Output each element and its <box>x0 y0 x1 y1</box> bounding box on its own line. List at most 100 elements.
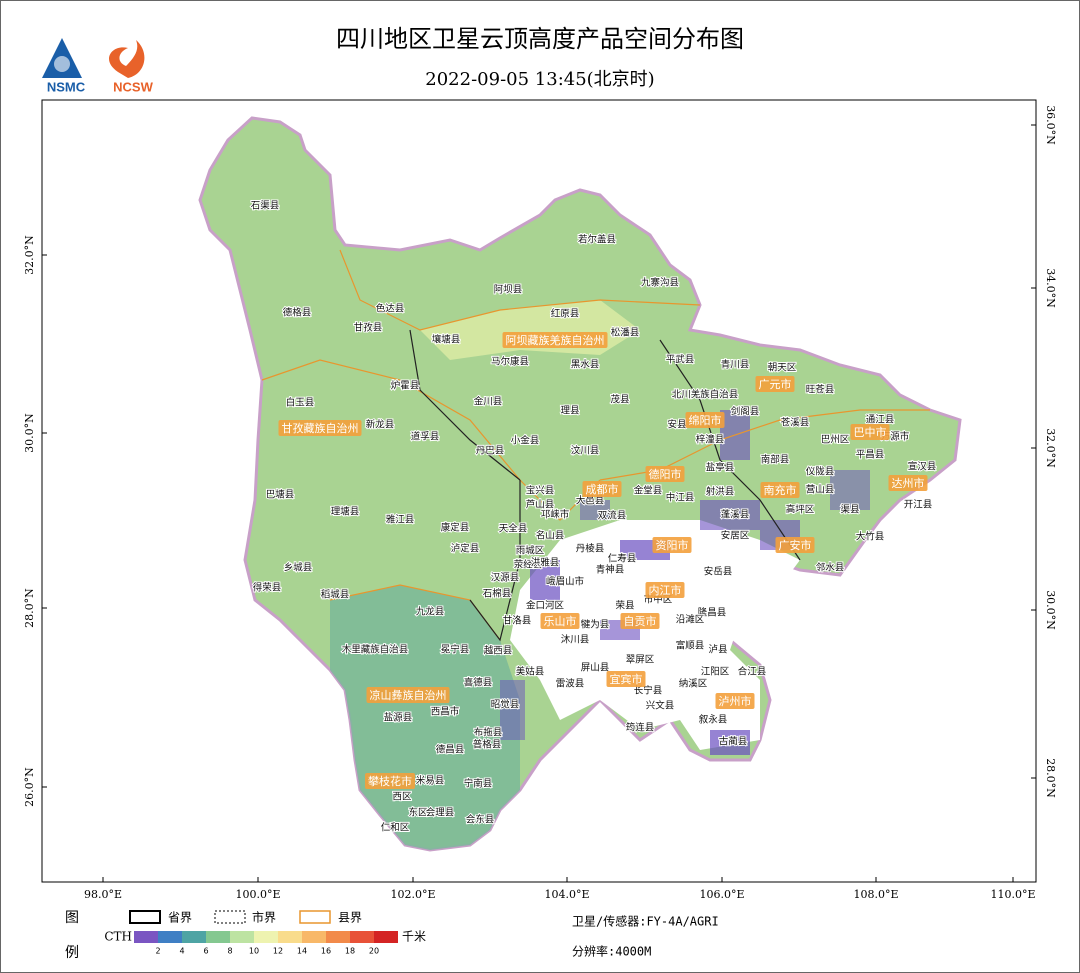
colorbar-tick: 12 <box>273 947 283 956</box>
cloud-patch <box>700 500 760 530</box>
county-label: 石棉县 <box>483 588 512 600</box>
county-label: 普格县 <box>473 739 502 751</box>
county-label: 渠县 <box>840 504 859 516</box>
county-label: 仪陇县 <box>806 466 835 478</box>
county-label: 道孚县 <box>411 431 440 443</box>
county-label: 稻城县 <box>321 590 350 601</box>
basin-clear <box>510 520 800 750</box>
county-label: 邻水县 <box>816 562 845 574</box>
county-label: 若尔盖县 <box>578 234 616 246</box>
county-label: 盐亭县 <box>706 462 735 474</box>
city-label-box <box>775 537 815 553</box>
county-label: 洪雅县 <box>531 557 560 569</box>
city-label: 达州市 <box>892 476 925 490</box>
colorbar-label: CTH <box>104 930 132 944</box>
legend: 图 例 省界 市界 县界 CTH 2 4 6 8 10 12 14 16 18 20 千米 <box>65 910 426 962</box>
city-label-box <box>652 537 692 553</box>
county-label: 得荣县 <box>253 582 282 594</box>
lon-label: 98.0°E <box>84 888 122 901</box>
city-label-box <box>645 582 685 598</box>
county-label: 马尔康县 <box>491 356 529 368</box>
county-label: 宣汉县 <box>908 461 937 473</box>
city-label-box <box>502 332 608 348</box>
county-label: 中江县 <box>666 492 695 504</box>
county-label: 沿滩区 <box>676 614 705 626</box>
colorbar-tick: 14 <box>297 947 307 956</box>
lat-label-right: 36.0°N <box>1044 105 1057 145</box>
county-label: 会理县 <box>426 807 455 819</box>
colorbar-segment <box>350 931 374 943</box>
lat-label-left: 32.0°N <box>23 235 36 275</box>
county-label: 小金县 <box>511 435 540 447</box>
prefecture-border <box>659 339 801 561</box>
county-label: 西区 <box>392 792 412 803</box>
county-label: 泸县 <box>708 645 727 656</box>
city-label-box <box>278 420 362 436</box>
legend-city-swatch <box>214 910 246 924</box>
lon-label: 108.0°E <box>853 888 898 901</box>
city-label: 广元市 <box>759 377 792 391</box>
county-label: 北川羌族自治县 <box>672 389 739 401</box>
cloud-patch <box>830 470 870 510</box>
city-label-box <box>888 475 928 491</box>
county-label: 旺苍县 <box>806 384 835 396</box>
county-label: 梓潼县 <box>696 434 725 446</box>
resolution-info: 分辨率:4000M <box>572 944 651 959</box>
county-label: 蓬溪县 <box>721 509 750 521</box>
county-label: 宝兴县 <box>526 485 555 497</box>
county-label: 德昌县 <box>436 744 465 756</box>
county-label: 仁寿县 <box>608 553 637 565</box>
lat-label-left: 30.0°N <box>23 413 36 453</box>
county-label: 富顺县 <box>676 640 705 652</box>
city-label: 广安市 <box>779 538 812 552</box>
county-label: 青川县 <box>721 359 750 371</box>
legend-title-bottom: 例 <box>65 945 79 961</box>
colorbar-segment <box>134 931 158 943</box>
map <box>198 116 962 852</box>
county-label: 名山县 <box>536 530 565 542</box>
lat-label-right: 28.0°N <box>1044 758 1057 798</box>
colorbar-tick: 20 <box>369 947 379 956</box>
legend-county-swatch <box>299 910 331 924</box>
county-label: 雅江县 <box>386 514 415 526</box>
lat-label-right: 32.0°N <box>1044 428 1057 468</box>
county-label: 荣县 <box>615 600 634 612</box>
county-label: 天全县 <box>499 523 528 535</box>
county-label: 木里藏族自治县 <box>342 644 409 656</box>
county-label: 盐源县 <box>384 712 413 724</box>
city-label: 乐山市 <box>544 614 577 628</box>
colorbar-tick: 2 <box>155 947 160 956</box>
satellite-info: 卫星/传感器:FY-4A/AGRI <box>572 914 719 929</box>
colorbar-segment <box>254 931 278 943</box>
colorbar-tick: 6 <box>203 947 208 956</box>
county-label: 理县 <box>560 406 579 417</box>
county-label: 西昌市 <box>431 706 460 718</box>
city-label: 自贡市 <box>624 614 657 628</box>
county-label: 炉霍县 <box>391 380 420 392</box>
logo-ncsw: NCSW <box>113 79 153 94</box>
city-label-box <box>540 613 580 629</box>
city-label: 南充市 <box>764 483 797 497</box>
city-label-box <box>365 773 415 789</box>
logo-nsmc: NSMC <box>47 79 86 94</box>
county-label: 剑阁县 <box>731 406 760 418</box>
city-label: 内江市 <box>649 583 682 597</box>
county-label: 大竹县 <box>856 531 885 543</box>
legend-city: 市界 <box>252 910 276 925</box>
colorbar-segment <box>278 931 302 943</box>
legend-county: 县界 <box>338 911 362 925</box>
city-label-box <box>755 376 795 392</box>
county-label: 布拖县 <box>474 727 503 739</box>
subtitle: 2022-09-05 13:45(北京时) <box>425 69 654 90</box>
county-label: 红原县 <box>551 308 580 320</box>
county-label: 丹巴县 <box>476 446 505 457</box>
colorbar-tick: 10 <box>249 947 259 956</box>
city-label: 绵阳市 <box>689 413 722 427</box>
county-label: 阿坝县 <box>494 285 523 296</box>
county-label: 甘孜县 <box>354 322 383 334</box>
cloud-patch <box>530 560 560 600</box>
county-label: 宁南县 <box>464 778 493 790</box>
county-label: 沐川县 <box>561 634 590 646</box>
county-label: 合江县 <box>738 666 767 678</box>
